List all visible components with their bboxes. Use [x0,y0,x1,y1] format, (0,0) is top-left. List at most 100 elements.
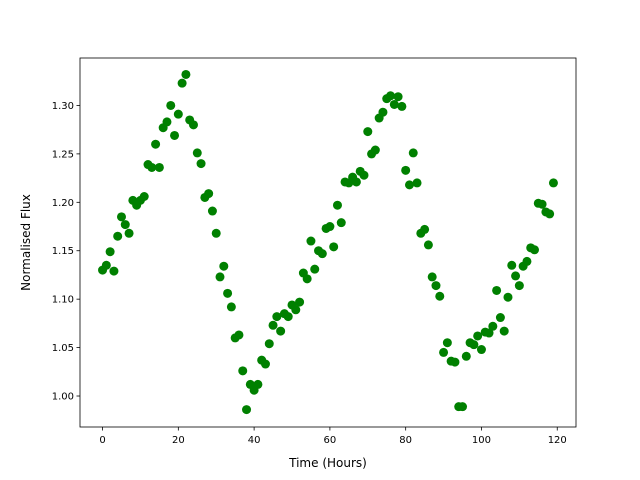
data-point [188,120,198,130]
data-point [139,191,149,201]
data-point [264,339,274,349]
data-point [162,117,172,127]
data-point [450,357,460,367]
data-point [545,209,555,219]
data-point [196,159,206,169]
data-point [207,206,217,216]
data-point [351,177,361,187]
axes-frame [79,57,577,428]
data-point [276,326,286,336]
x-tick-label: 60 [324,435,337,446]
data-point [507,260,517,270]
data-point [181,69,191,79]
x-tick-label: 120 [548,435,567,446]
data-point [423,240,433,250]
x-axis-label: Time (Hours) [288,456,367,470]
data-point [238,366,248,376]
plot-area [98,69,558,415]
data-point [260,359,270,369]
data-point [109,266,119,276]
data-point [499,326,509,336]
data-point [442,338,452,348]
data-point [272,312,282,322]
data-point [166,100,176,110]
data-point [458,402,468,412]
data-point [378,107,388,117]
data-point [393,92,403,102]
data-point [151,139,161,149]
data-point [173,109,183,119]
data-point [268,320,278,330]
data-point [511,271,521,281]
data-point [522,256,532,266]
data-point [488,321,498,331]
data-point [317,249,327,259]
data-point [291,305,301,315]
data-point [302,274,312,284]
data-point [530,245,540,255]
y-tick-label: 1.15 [52,246,74,257]
data-point [435,291,445,301]
data-point [548,178,558,188]
data-point [401,165,411,175]
data-point [503,292,513,302]
data-point [332,200,342,210]
data-point [329,242,339,252]
data-point [476,345,486,355]
data-point [215,272,225,282]
data-point [116,212,126,222]
data-point [370,145,380,155]
data-point [427,272,437,282]
data-point [431,281,441,291]
data-point [105,247,115,257]
data-point [242,405,252,415]
x-tick-label: 40 [248,435,261,446]
data-point [154,162,164,172]
x-tick-label: 100 [472,435,491,446]
data-point [306,236,316,246]
x-tick-label: 0 [99,435,105,446]
y-axis-label: Normalised Flux [19,194,33,291]
data-point [253,379,263,389]
data-point [124,228,134,238]
y-tick-label: 1.00 [52,392,74,403]
data-point [325,222,335,232]
data-point [389,99,399,109]
y-tick-label: 1.30 [52,101,74,112]
data-point [120,220,130,230]
data-point [397,101,407,111]
data-point [386,91,396,101]
data-point [469,340,479,350]
data-point [461,351,471,361]
data-point [514,281,524,291]
data-point [113,231,123,241]
y-tick-label: 1.25 [52,149,74,160]
data-point [283,312,293,322]
x-tick-label: 80 [399,435,412,446]
data-point [404,180,414,190]
data-point [310,264,320,274]
data-point [336,218,346,228]
data-point [170,130,180,140]
data-point [439,347,449,357]
data-point [219,261,229,271]
y-tick-label: 1.20 [52,198,74,209]
data-point [359,170,369,180]
data-point [147,162,157,172]
data-point [211,228,221,238]
data-point [408,148,418,158]
data-point [484,328,494,338]
data-point [177,78,187,88]
data-point [495,313,505,323]
data-point [412,178,422,188]
x-tick-label: 20 [172,435,185,446]
data-point [101,260,111,270]
data-point [226,302,236,312]
data-point [363,127,373,137]
data-point [473,331,483,341]
data-point [295,297,305,307]
data-point [204,189,214,199]
data-point [537,199,547,209]
